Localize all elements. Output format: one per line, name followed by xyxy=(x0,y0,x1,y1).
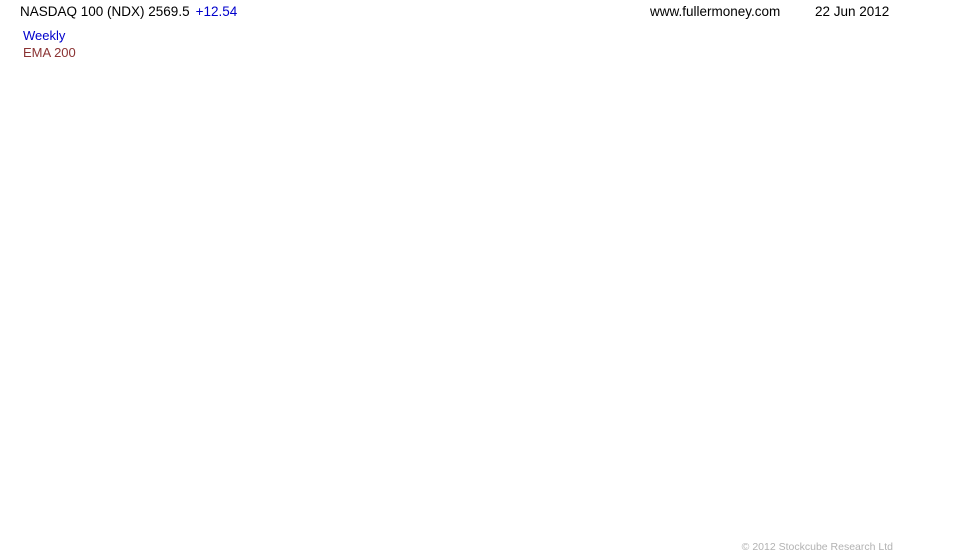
copyright-notice: © 2012 Stockcube Research Ltd xyxy=(741,541,893,553)
legend-weekly-label: Weekly xyxy=(23,28,66,43)
chart-title: NASDAQ 100 (NDX) 2569.5 xyxy=(20,4,190,19)
price-change: +12.54 xyxy=(195,4,238,19)
website-label: www.fullermoney.com xyxy=(650,4,781,19)
chart-title-bar: NASDAQ 100 (NDX) 2569.5 +12.54 xyxy=(20,4,237,19)
chart-date: 22 Jun 2012 xyxy=(815,4,890,19)
legend-ema-label: EMA 200 xyxy=(23,45,76,60)
